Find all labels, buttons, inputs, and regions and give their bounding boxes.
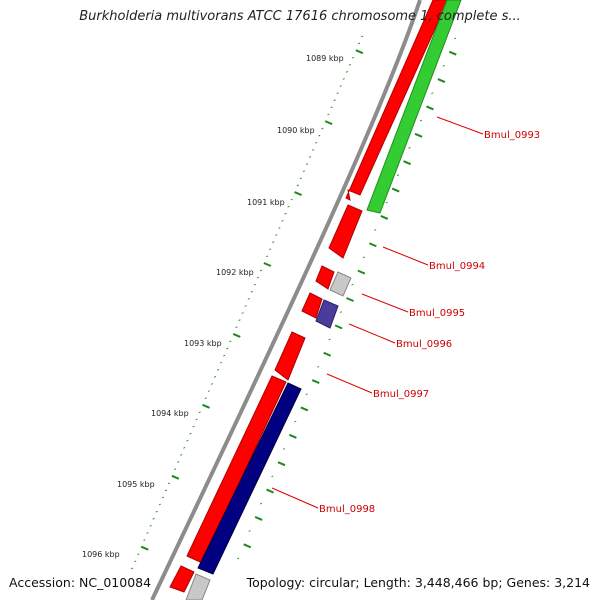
label-line-bmul-0997 <box>326 373 373 394</box>
scale-label: 1089 kbp <box>306 54 344 63</box>
gene-feature-reverse-green <box>366 0 462 214</box>
major-tick <box>202 403 210 409</box>
scale-labels: 1089 kbp 1090 kbp 1091 kbp 1092 kbp 1093… <box>82 54 344 559</box>
label-line-bmul-0994 <box>382 246 429 266</box>
major-tick <box>300 406 309 412</box>
scale-label: 1091 kbp <box>247 198 285 207</box>
major-tick <box>437 78 446 83</box>
forward-strand-track <box>169 0 449 593</box>
major-tick <box>414 132 423 138</box>
gene-feature-reverse-navy <box>197 382 302 575</box>
gene-label-bmul-0998: Bmul_0998 <box>319 504 375 515</box>
scale-label: 1096 kbp <box>82 550 120 559</box>
scale-label: 1093 kbp <box>184 339 222 348</box>
major-tick <box>324 120 333 126</box>
gene-label-bmul-0997: Bmul_0997 <box>373 389 429 400</box>
major-tick <box>171 474 180 480</box>
gene-labels: Bmul_0993 Bmul_0994 Bmul_0995 Bmul_0996 … <box>319 130 540 515</box>
major-tick <box>266 488 274 494</box>
scale-label: 1090 kbp <box>277 126 315 135</box>
chromosome-backbone <box>150 0 422 600</box>
scale-ticks <box>131 35 457 570</box>
gene-feature-forward <box>274 331 306 381</box>
label-line-bmul-0996 <box>348 323 396 344</box>
gene-label-bmul-0995: Bmul_0995 <box>409 308 465 319</box>
gene-feature-forward <box>315 265 335 290</box>
major-tick <box>289 433 297 439</box>
major-tick <box>311 379 320 385</box>
gene-label-lines <box>271 116 484 509</box>
gene-feature-forward <box>169 565 195 593</box>
major-tick <box>243 543 252 549</box>
label-line-bmul-0998 <box>271 487 319 509</box>
major-tick <box>403 160 411 166</box>
major-tick <box>346 297 354 302</box>
gene-label-bmul-0993: Bmul_0993 <box>484 130 540 141</box>
topology-summary-text: Topology: circular; Length: 3,448,466 bp… <box>246 575 590 590</box>
major-tick <box>391 187 400 193</box>
gene-feature-reverse-purple <box>315 299 339 329</box>
label-line-bmul-0995 <box>361 293 409 313</box>
major-tick <box>277 461 286 467</box>
gene-feature-reverse-grey <box>185 573 211 600</box>
major-tick <box>294 191 302 196</box>
major-tick <box>426 105 434 111</box>
gene-feature-forward <box>186 375 287 564</box>
label-line-bmul-0993 <box>436 116 484 135</box>
scale-label: 1095 kbp <box>117 480 155 489</box>
major-tick <box>448 50 457 56</box>
major-tick <box>140 545 149 551</box>
gene-feature-forward <box>345 0 449 201</box>
gene-label-bmul-0994: Bmul_0994 <box>429 261 485 272</box>
accession-text: Accession: NC_010084 <box>9 575 152 590</box>
major-tick <box>357 269 366 275</box>
scale-label: 1092 kbp <box>216 268 254 277</box>
scale-label: 1094 kbp <box>151 409 189 418</box>
major-tick <box>263 262 272 267</box>
reverse-strand-track <box>185 0 462 600</box>
gene-feature-forward <box>328 204 363 259</box>
major-tick <box>355 49 364 55</box>
major-tick <box>232 333 241 338</box>
major-tick <box>334 324 343 330</box>
major-tick <box>368 242 377 248</box>
map-title: Burkholderia multivorans ATCC 17616 chro… <box>79 9 521 24</box>
gene-label-bmul-0996: Bmul_0996 <box>396 339 452 350</box>
major-tick <box>323 351 332 357</box>
major-tick <box>380 214 389 220</box>
gene-feature-forward <box>301 292 323 319</box>
major-tick <box>254 516 263 521</box>
gene-feature-reverse-grey <box>329 271 352 297</box>
